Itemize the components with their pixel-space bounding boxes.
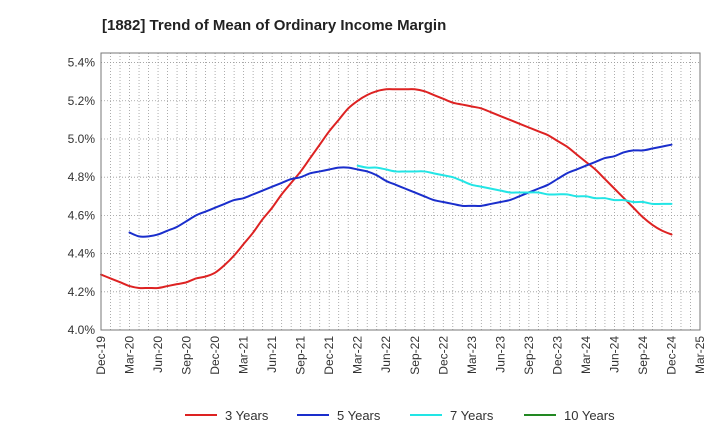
legend-item: 5 Years (297, 408, 381, 423)
legend-label: 5 Years (337, 408, 381, 423)
y-tick-label: 4.6% (68, 208, 96, 222)
x-tick-label: Dec-19 (94, 336, 108, 375)
y-tick-label: 5.4% (68, 56, 96, 70)
series-line-5-years (128, 143, 673, 238)
series-lines (100, 88, 673, 290)
legend-label: 3 Years (225, 408, 269, 423)
x-tick-label: Sep-20 (180, 336, 194, 375)
x-tick-label: Jun-22 (379, 336, 393, 373)
x-tick-label: Jun-20 (151, 336, 165, 373)
y-tick-label: 5.0% (68, 132, 96, 146)
x-tick-label: Sep-21 (294, 336, 308, 375)
x-tick-label: Mar-22 (351, 336, 365, 374)
y-tick-label: 4.8% (68, 170, 96, 184)
legend-label: 10 Years (564, 408, 615, 423)
legend: 3 Years 5 Years 7 Years 10 Years (185, 408, 615, 423)
x-tick-label: Sep-24 (636, 336, 650, 375)
y-tick-label: 4.4% (68, 247, 96, 261)
y-axis-ticks: 4.0% 4.2% 4.4% 4.6% 4.8% 5.0% 5.2% 5.4% (68, 56, 96, 337)
plot-frame (100, 52, 701, 331)
x-tick-label: Mar-23 (465, 336, 479, 374)
x-tick-label: Dec-20 (208, 336, 222, 375)
x-tick-label: Mar-21 (237, 336, 251, 374)
x-tick-label: Jun-24 (607, 336, 621, 373)
x-tick-label: Dec-22 (436, 336, 450, 375)
x-tick-label: Jun-23 (493, 336, 507, 373)
x-tick-label: Dec-24 (664, 336, 678, 375)
x-tick-label: Mar-25 (693, 336, 707, 374)
x-axis-ticks: Dec-19 Mar-20 Jun-20 Sep-20 Dec-20 Mar-21 Jun-… (94, 336, 707, 375)
legend-label: 7 Years (450, 408, 494, 423)
x-tick-label: Jun-21 (265, 336, 279, 373)
y-tick-label: 4.0% (68, 323, 96, 337)
x-tick-label: Mar-20 (123, 336, 137, 374)
grid (100, 53, 701, 331)
chart-title: [1882] Trend of Mean of Ordinary Income … (102, 17, 447, 34)
legend-item: 7 Years (410, 408, 494, 423)
series-line-7-years (356, 164, 673, 206)
x-tick-label: Dec-23 (550, 336, 564, 375)
x-tick-label: Dec-21 (322, 336, 336, 375)
y-tick-label: 5.2% (68, 94, 96, 108)
x-tick-label: Mar-24 (579, 336, 593, 374)
series-line-3-years (100, 88, 673, 290)
x-tick-label: Sep-22 (408, 336, 422, 375)
y-tick-label: 4.2% (68, 285, 96, 299)
legend-item: 10 Years (524, 408, 615, 423)
legend-item: 3 Years (185, 408, 269, 423)
x-tick-label: Sep-23 (522, 336, 536, 375)
